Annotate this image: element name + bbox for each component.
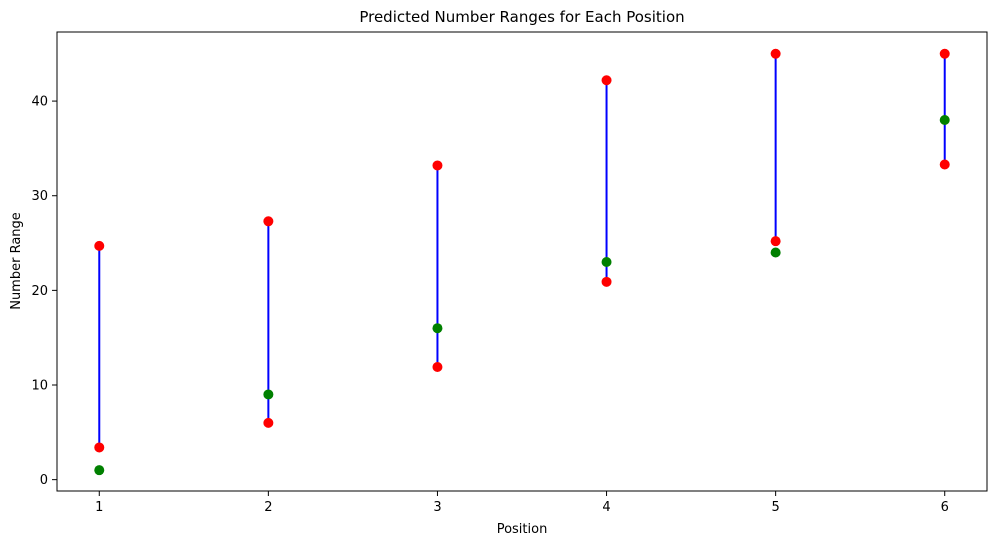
x-tick-label: 2 [264, 500, 272, 515]
range-low-point [939, 159, 950, 170]
y-axis: 0 10 20 30 40 [31, 95, 57, 488]
actual-point [432, 323, 443, 334]
chart-title: Predicted Number Ranges for Each Positio… [359, 8, 684, 26]
y-tick-label: 10 [31, 379, 48, 394]
actual-point [263, 389, 274, 400]
y-tick-label: 20 [31, 284, 48, 299]
range-high-point [770, 48, 781, 59]
range-low-point [601, 276, 612, 287]
plot-area [56, 31, 988, 492]
y-tick-label: 40 [31, 95, 48, 110]
range-low-point [263, 417, 274, 428]
range-low-point [94, 442, 105, 453]
x-tick-label: 6 [941, 500, 949, 515]
actual-point [770, 247, 781, 258]
range-high-point [601, 75, 612, 86]
range-lines [98, 53, 946, 448]
actual-point [601, 256, 612, 267]
range-low-point [432, 362, 443, 373]
x-axis-title: Position [497, 522, 548, 537]
actual-point [939, 115, 950, 126]
y-tick-label: 30 [31, 189, 48, 204]
range-high-point [263, 216, 274, 227]
range-low-point [770, 236, 781, 247]
range-high-point [94, 240, 105, 251]
actual-point [94, 465, 105, 476]
data-points [94, 48, 950, 476]
x-tick-label: 1 [95, 500, 103, 515]
x-axis: 1 2 3 4 5 6 [95, 491, 949, 515]
x-tick-label: 5 [771, 500, 779, 515]
range-high-point [432, 160, 443, 171]
y-axis-title: Number Range [9, 212, 24, 310]
x-tick-label: 4 [602, 500, 610, 515]
range-high-point [939, 48, 950, 59]
x-tick-label: 3 [433, 500, 441, 515]
y-tick-label: 0 [40, 473, 48, 488]
